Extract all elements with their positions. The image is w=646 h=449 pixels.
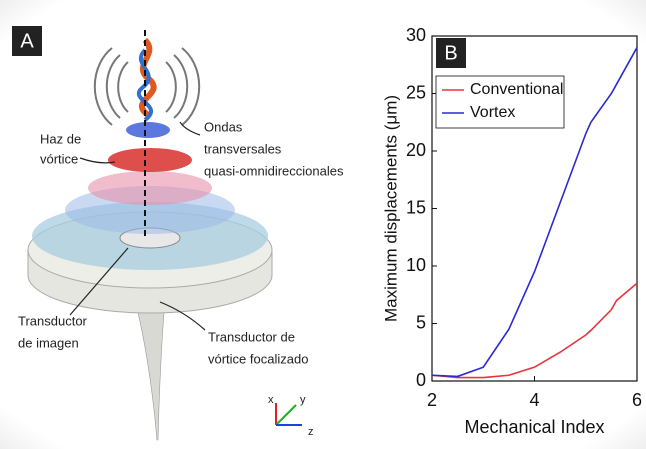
panel-a-labels: Haz de vórtice Ondas transversales quasi-omn… — [18, 119, 344, 437]
annotation: transversales — [204, 141, 282, 156]
axis-triad — [275, 403, 302, 426]
legend-label: Conventional — [470, 81, 563, 98]
annotation: Transductor de — [208, 329, 295, 344]
annotation: de imagen — [18, 335, 79, 350]
annotation: quasi-omnidireccionales — [204, 163, 344, 178]
legend-box — [435, 75, 565, 129]
y-axis-label: Maximum displacements (μm) — [381, 95, 400, 322]
panel-label-box — [12, 26, 42, 56]
beam-ring — [88, 171, 212, 205]
annotation: vórtice focalizado — [208, 351, 308, 366]
y-tick-label: 5 — [416, 312, 426, 332]
annotation: vórtice — [40, 151, 78, 166]
x-tick-label: 6 — [632, 390, 642, 410]
annotation: Transductor — [18, 313, 88, 328]
beam-ring — [108, 148, 192, 172]
pointers — [69, 121, 206, 331]
x-tick-label: 4 — [529, 390, 539, 410]
x-tick-label: 2 — [427, 390, 437, 410]
data-line — [431, 282, 638, 379]
y-tick-label: 25 — [406, 82, 426, 102]
y-tick-label: 20 — [406, 140, 426, 160]
legend-label: Vortex — [470, 104, 515, 121]
panel-label: A — [20, 30, 34, 52]
y-tick-label: 0 — [416, 370, 426, 390]
y-tick-label: 15 — [406, 197, 426, 217]
y-tick-label: 30 — [406, 25, 426, 45]
panel-label: B — [444, 42, 457, 64]
annotation: Haz de — [40, 131, 81, 146]
data-line — [431, 47, 638, 378]
panel-a: A Haz de vórtice Ondas transversales quasi-o… — [12, 26, 344, 441]
annotation: Ondas — [204, 119, 243, 134]
handle — [134, 299, 166, 441]
y-tick-label: 10 — [406, 255, 426, 275]
axis-label: y — [300, 394, 306, 406]
panel-b: 0 5 10 15 20 25 30 2 4 6 Mechanical Index Maximum d… — [381, 25, 642, 437]
waves — [93, 47, 201, 126]
panel-label-box — [436, 38, 466, 68]
axis-label: x — [268, 394, 274, 406]
beam-ring — [126, 122, 170, 138]
axis-label: z — [308, 426, 314, 438]
x-axis-label: Mechanical Index — [464, 417, 604, 437]
helix — [137, 48, 153, 122]
